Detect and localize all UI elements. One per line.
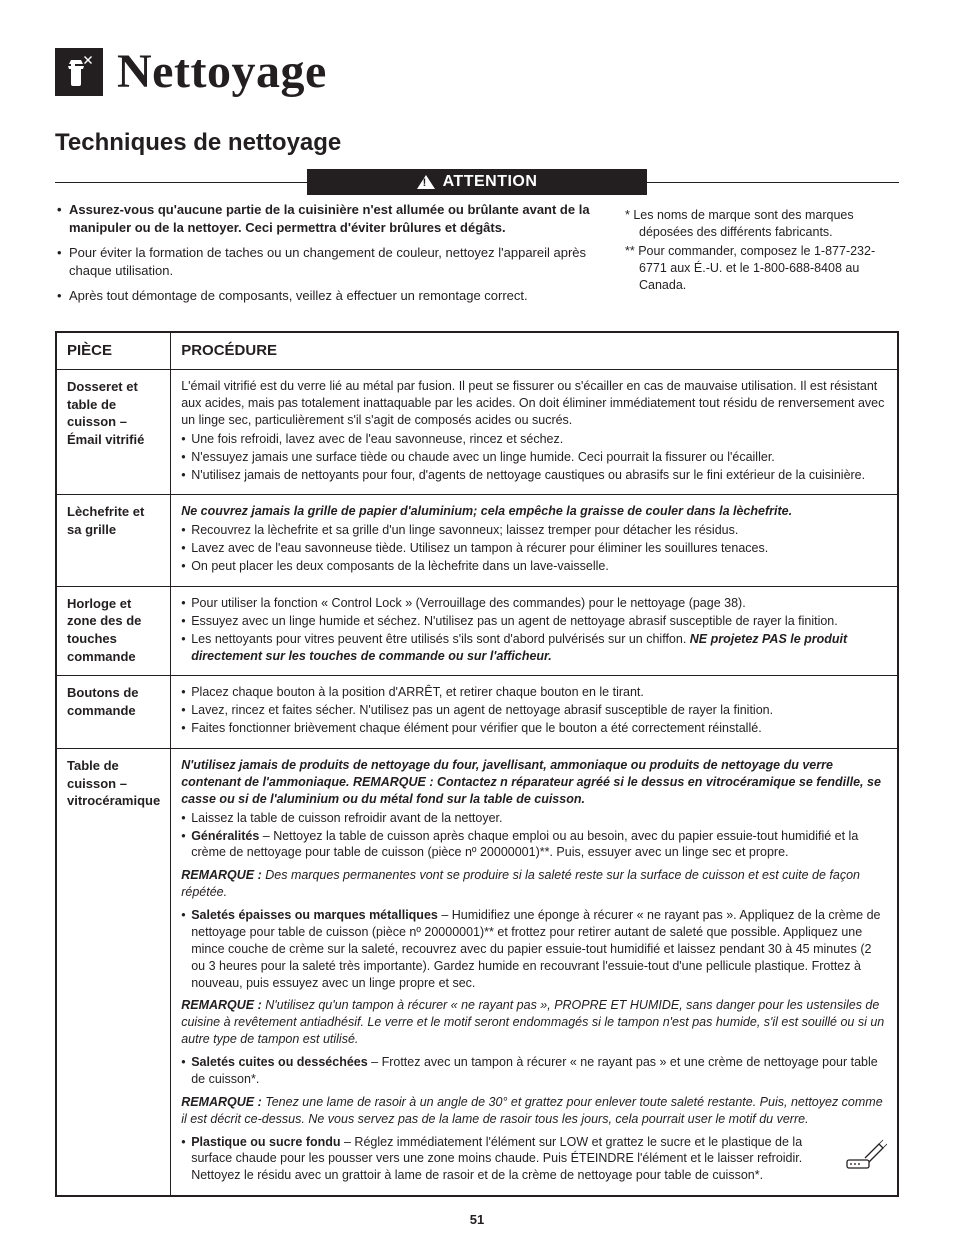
piece-cell: Boutons de commande (56, 676, 171, 749)
procedure-cell: N'utilisez jamais de produits de nettoya… (171, 749, 898, 1197)
attention-label: ATTENTION (443, 171, 538, 193)
table-row: Table de cuisson – vitrocéramique N'util… (56, 749, 898, 1197)
precautions-block: Assurez-vous qu'aucune partie de la cuis… (55, 182, 899, 313)
procedure-step: Placez chaque bouton à la position d'ARR… (181, 684, 887, 701)
procedure-step: Saletés cuites ou desséchées – Frottez a… (181, 1054, 887, 1088)
table-row: Boutons de commande Placez chaque bouton… (56, 676, 898, 749)
section-title: Techniques de nettoyage (55, 127, 899, 159)
procedure-step: Faites fonctionner brièvement chaque élé… (181, 720, 887, 737)
warning-triangle-icon (417, 175, 435, 189)
piece-cell: Horloge et zone des de touches commande (56, 586, 171, 676)
cleaning-table: PIÈCE PROCÉDURE Dosseret et table de cui… (55, 331, 899, 1197)
procedure-note: REMARQUE : Tenez une lame de rasoir à un… (181, 1094, 887, 1128)
procedure-step: Essuyez avec un linge humide et séchez. … (181, 613, 887, 630)
piece-cell: Lèchefrite et sa grille (56, 495, 171, 587)
procedure-note: REMARQUE : Des marques permanentes vont … (181, 867, 887, 901)
procedure-step: Lavez, rincez et faites sécher. N'utilis… (181, 702, 887, 719)
procedure-cell: Placez chaque bouton à la position d'ARR… (171, 676, 898, 749)
piece-cell: Dosseret et table de cuisson – Émail vit… (56, 370, 171, 495)
procedure-step: On peut placer les deux composants de la… (181, 558, 887, 575)
procedure-cell: Pour utiliser la fonction « Control Lock… (171, 586, 898, 676)
procedure-cell: Ne couvrez jamais la grille de papier d'… (171, 495, 898, 587)
spray-bottle-icon (55, 48, 103, 96)
procedure-step: Lavez avec de l'eau savonneuse tiède. Ut… (181, 540, 887, 557)
procedure-step: N'utilisez jamais de nettoyants pour fou… (181, 467, 887, 484)
piece-cell: Table de cuisson – vitrocéramique (56, 749, 171, 1197)
precaution-item: Après tout démontage de composants, veil… (55, 287, 595, 305)
procedure-step: Une fois refroidi, lavez avec de l'eau s… (181, 431, 887, 448)
table-row: Dosseret et table de cuisson – Émail vit… (56, 370, 898, 495)
procedure-note: REMARQUE : N'utilisez qu'un tampon à réc… (181, 997, 887, 1048)
table-row: Horloge et zone des de touches commande … (56, 586, 898, 676)
attention-banner: ATTENTION (307, 169, 647, 195)
table-row: Lèchefrite et sa grille Ne couvrez jamai… (56, 495, 898, 587)
footnote: ** Pour commander, composez le 1-877-232… (625, 243, 899, 294)
precaution-item: Assurez-vous qu'aucune partie de la cuis… (55, 201, 595, 236)
procedure-step: Plastique ou sucre fondu – Réglez immédi… (181, 1134, 887, 1185)
procedure-step: Recouvrez la lèchefrite et sa grille d'u… (181, 522, 887, 539)
col-header-piece: PIÈCE (56, 332, 171, 370)
col-header-procedure: PROCÉDURE (171, 332, 898, 370)
footnotes: * Les noms de marque sont des marques dé… (625, 201, 899, 313)
page-number: 51 (55, 1211, 899, 1229)
precautions-list: Assurez-vous qu'aucune partie de la cuis… (55, 201, 595, 313)
procedure-step: Pour utiliser la fonction « Control Lock… (181, 595, 887, 612)
procedure-warning: Ne couvrez jamais la grille de papier d'… (181, 503, 887, 520)
document-title: Nettoyage (117, 40, 327, 105)
procedure-cell: L'émail vitrifié est du verre lié au mét… (171, 370, 898, 495)
procedure-warning: N'utilisez jamais de produits de nettoya… (181, 757, 887, 808)
procedure-step: Saletés épaisses ou marques métalliques … (181, 907, 887, 991)
precaution-item: Pour éviter la formation de taches ou un… (55, 244, 595, 279)
procedure-step: N'essuyez jamais une surface tiède ou ch… (181, 449, 887, 466)
footnote: * Les noms de marque sont des marques dé… (625, 207, 899, 241)
procedure-step: Généralités – Nettoyez la table de cuiss… (181, 828, 887, 862)
document-header: Nettoyage (55, 40, 899, 105)
procedure-step: Les nettoyants pour vitres peuvent être … (181, 631, 887, 665)
procedure-step: Laissez la table de cuisson refroidir av… (181, 810, 887, 827)
procedure-lead: L'émail vitrifié est du verre lié au mét… (181, 378, 887, 429)
